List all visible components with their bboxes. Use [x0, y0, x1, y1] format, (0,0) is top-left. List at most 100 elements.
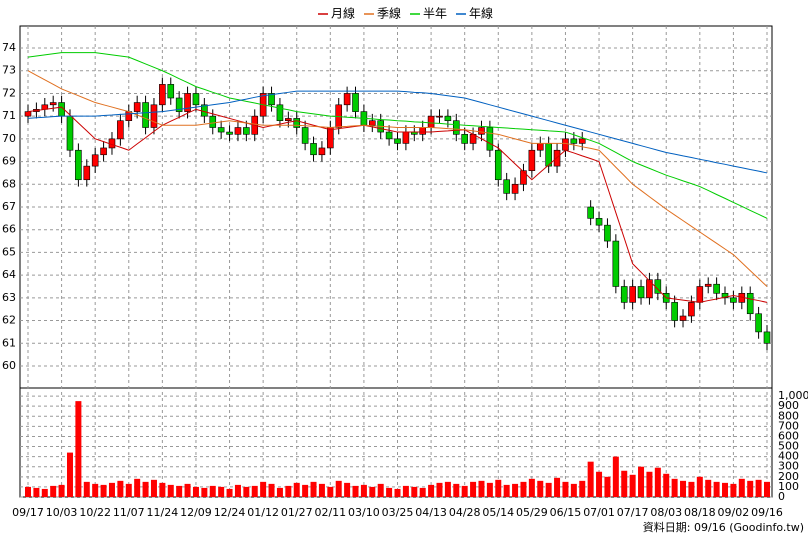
volume-bar: [696, 476, 703, 497]
volume-bar: [495, 479, 502, 497]
candle-body: [394, 138, 401, 144]
candle-body: [234, 127, 242, 135]
candle-body: [629, 286, 636, 303]
candle-body: [713, 283, 720, 294]
candle-body: [150, 104, 158, 128]
candle-body: [746, 292, 754, 315]
footer: 資料日期: 09/16 (Goodinfo.tw): [643, 520, 804, 534]
y-tick-label: 64: [2, 268, 16, 281]
volume-bar: [377, 483, 384, 497]
volume-bar: [730, 483, 737, 497]
candle-body: [142, 102, 149, 128]
candle-body: [688, 302, 695, 317]
volume-bar: [663, 473, 670, 497]
volume-bar: [50, 485, 57, 497]
volume-tick-label: 100: [778, 480, 799, 493]
y-tick-label: 70: [2, 132, 16, 145]
volume-bar: [402, 485, 409, 497]
ma-line: [27, 52, 768, 219]
volume-bar: [486, 482, 493, 497]
volume-tick-label: 300: [778, 460, 799, 473]
volume-bar: [167, 484, 174, 497]
y-tick-label: 63: [2, 291, 16, 304]
x-tick-label: 01/27: [281, 506, 313, 519]
volume-bar: [520, 481, 527, 497]
candle-body: [570, 138, 578, 144]
volume-tick-label: 500: [778, 440, 799, 453]
candle-body: [100, 147, 107, 156]
candle-body: [520, 170, 527, 185]
volume-bar: [125, 483, 132, 497]
volume-bar: [134, 478, 141, 497]
volume-bar: [150, 479, 157, 497]
candle-body: [83, 165, 91, 181]
candle-body: [704, 283, 712, 287]
x-tick-label: 05/29: [516, 506, 548, 519]
volume-bar: [764, 481, 770, 497]
candle-body: [327, 127, 334, 149]
volume-bar: [419, 487, 426, 497]
candle-body: [385, 131, 393, 140]
volume-bar: [260, 481, 267, 497]
candle-body: [276, 104, 284, 122]
volume-bar: [41, 488, 48, 497]
volume-bar: [654, 467, 661, 497]
candle-body: [75, 149, 82, 181]
volume-bar: [66, 452, 73, 497]
candle-body: [352, 93, 359, 112]
y-tick-label: 72: [2, 86, 16, 99]
volume-bar: [201, 487, 208, 497]
volume-bar: [562, 481, 569, 497]
volume-bar: [755, 479, 762, 497]
volume-bar: [243, 486, 250, 497]
candle-body: [696, 286, 704, 303]
volume-bar: [302, 484, 309, 497]
volume-tick-label: 400: [778, 450, 799, 463]
volume-bar: [293, 482, 300, 497]
candle-body: [427, 115, 435, 128]
legend-label: 年線: [469, 6, 493, 21]
x-tick-label: 12/09: [180, 506, 212, 519]
volume-bar: [369, 486, 376, 497]
volume-bar: [747, 480, 754, 497]
candle-body: [133, 102, 141, 112]
volume-bar: [646, 471, 653, 497]
candle-body: [159, 84, 166, 106]
volume-bar: [503, 484, 510, 497]
candle-body: [612, 240, 620, 287]
volume-bar: [83, 481, 90, 497]
x-tick-label: 07/01: [583, 506, 615, 519]
candle-body: [452, 120, 460, 135]
volume-bar: [335, 480, 342, 497]
volume-bar: [461, 485, 468, 497]
candle-body: [763, 331, 771, 344]
candle-body: [637, 286, 645, 299]
y-tick-label: 62: [2, 314, 16, 327]
volume-bar: [638, 466, 645, 497]
candle-body: [562, 138, 569, 151]
candle-body: [310, 143, 317, 156]
candle-body: [419, 127, 426, 135]
x-tick-label: 09/16: [751, 506, 783, 519]
candle-body: [285, 118, 292, 122]
volume-bar: [58, 484, 65, 497]
ma-line: [27, 90, 768, 174]
volume-bar: [276, 487, 283, 497]
candle-body: [587, 206, 594, 219]
x-tick-label: 12/24: [214, 506, 246, 519]
volume-bar: [176, 485, 183, 497]
candle-body: [461, 134, 468, 144]
volume-bar: [680, 480, 687, 497]
volume-bar: [386, 487, 393, 497]
candle-body: [444, 115, 452, 122]
candle-body: [343, 93, 351, 106]
candle-body: [646, 279, 653, 299]
candle-body: [318, 147, 326, 156]
x-tick-label: 01/12: [247, 506, 279, 519]
candle-body: [49, 102, 57, 106]
candle-body: [503, 179, 510, 194]
candle-body: [24, 111, 32, 117]
volume-bar: [142, 481, 149, 497]
volume-bar: [528, 478, 535, 497]
